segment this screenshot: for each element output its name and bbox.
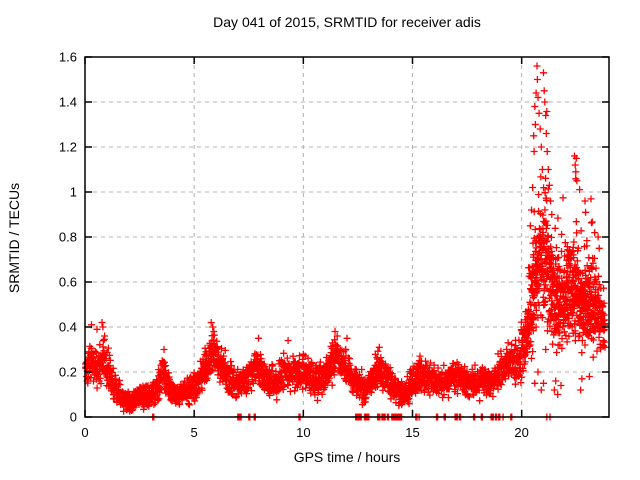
y-tick-label: 1.2 — [59, 140, 77, 155]
y-tick-label: 0.4 — [59, 320, 77, 335]
y-tick-label: 1.4 — [59, 95, 77, 110]
chart-title: Day 041 of 2015, SRMTID for receiver adi… — [213, 14, 481, 30]
x-tick-label: 15 — [405, 425, 419, 440]
x-axis-label: GPS time / hours — [293, 449, 401, 465]
x-tick-label: 0 — [81, 425, 88, 440]
gridlines — [85, 57, 609, 417]
y-tick-label: 0 — [70, 410, 77, 425]
y-tick-label: 0.8 — [59, 230, 77, 245]
y-axis-label: SRMTID / TECUs — [6, 182, 22, 294]
y-tick-label: 1.6 — [59, 50, 77, 65]
x-tick-label: 20 — [514, 425, 528, 440]
y-tick-label: 0.6 — [59, 275, 77, 290]
y-tick-label: 1 — [70, 185, 77, 200]
y-tick-label: 0.2 — [59, 365, 77, 380]
scatter-points — [82, 62, 609, 421]
x-tick-label: 10 — [296, 425, 310, 440]
plot-border — [84, 56, 610, 418]
x-tick-label: 5 — [191, 425, 198, 440]
